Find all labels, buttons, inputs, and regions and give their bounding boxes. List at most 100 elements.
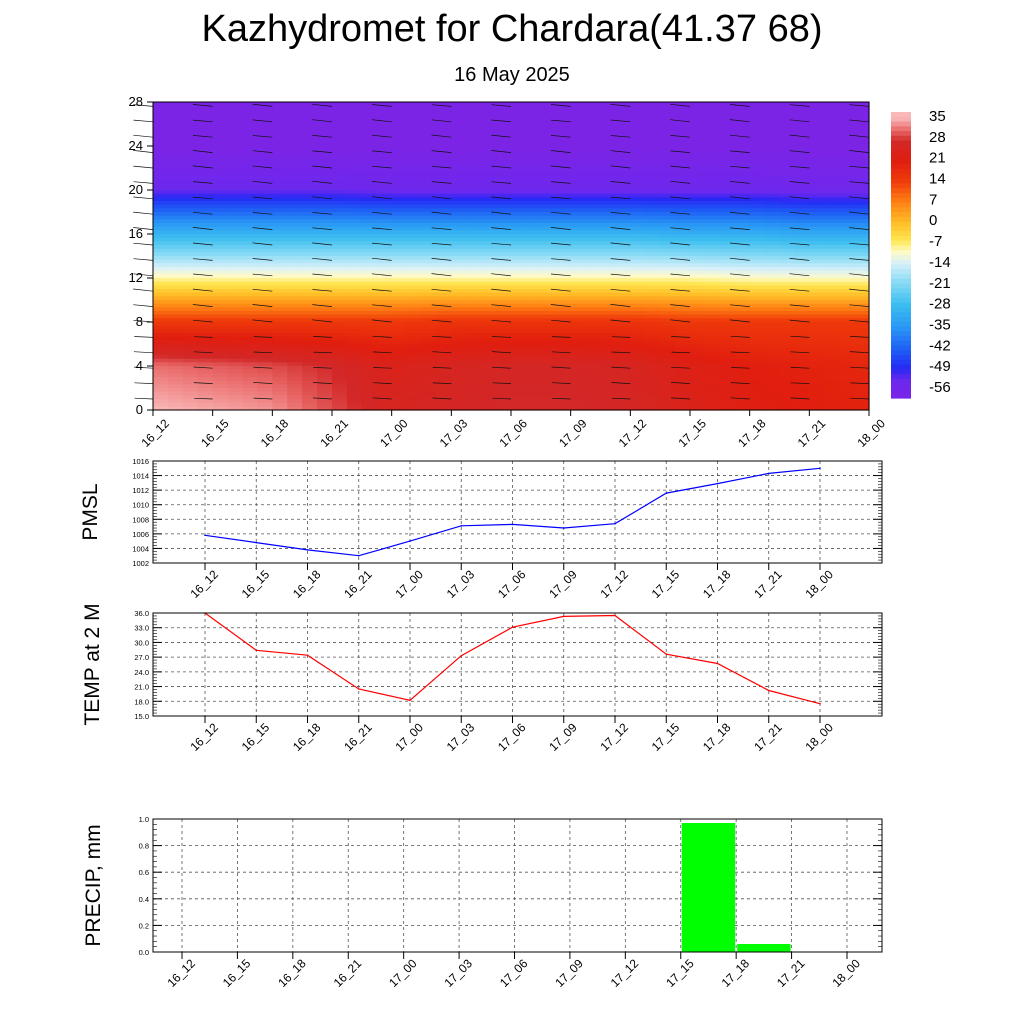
heatmap-cell bbox=[167, 325, 184, 330]
heatmap-cell bbox=[719, 124, 736, 129]
heatmap-cell bbox=[451, 182, 467, 187]
heatmap-cell bbox=[212, 256, 229, 261]
heatmap-cell bbox=[660, 215, 676, 220]
heatmap-cell bbox=[436, 402, 452, 407]
heatmap-cell bbox=[675, 406, 691, 411]
heatmap-cell bbox=[525, 212, 542, 217]
heatmap-cell bbox=[660, 164, 676, 169]
heatmap-cell bbox=[376, 278, 393, 283]
heatmap-cell bbox=[182, 399, 199, 404]
heatmap-cell bbox=[361, 296, 378, 301]
heatmap-cell bbox=[227, 138, 244, 143]
heatmap-cell bbox=[615, 399, 631, 404]
heatmap-cell bbox=[391, 226, 408, 231]
heatmap-cell bbox=[839, 395, 855, 400]
heatmap-cell bbox=[809, 362, 825, 367]
heatmap-cell bbox=[794, 333, 810, 338]
heatmap-cell bbox=[540, 105, 557, 110]
heatmap-cell bbox=[809, 160, 825, 165]
heatmap-cell bbox=[779, 274, 796, 279]
heatmap-cell bbox=[361, 223, 378, 228]
heatmap-cell bbox=[570, 245, 587, 250]
heatmap-cell bbox=[719, 402, 736, 407]
wind-barb bbox=[491, 288, 512, 292]
heatmap-cell bbox=[481, 395, 497, 400]
heatmap-cell bbox=[361, 259, 378, 264]
heatmap-cell bbox=[466, 175, 482, 180]
heatmap-cell bbox=[376, 171, 393, 176]
heatmap-cell bbox=[242, 402, 259, 407]
wind-barb bbox=[371, 319, 392, 323]
heatmap-cell bbox=[704, 340, 721, 345]
heatmap-cell bbox=[540, 358, 557, 363]
heatmap-cell bbox=[690, 131, 706, 136]
heatmap-cell bbox=[600, 402, 617, 407]
heatmap-cell bbox=[197, 234, 214, 239]
heatmap-cell bbox=[421, 311, 438, 316]
heatmap-cell bbox=[675, 109, 691, 114]
heatmap-cell bbox=[361, 245, 378, 250]
heatmap-cell bbox=[361, 164, 378, 169]
heatmap-cell bbox=[227, 369, 244, 374]
heatmap-cell bbox=[242, 105, 259, 110]
wind-barb bbox=[610, 196, 631, 200]
heatmap-cell bbox=[317, 259, 333, 264]
heatmap-cell bbox=[600, 380, 617, 385]
heatmap-cell bbox=[346, 226, 363, 231]
heatmap-cell bbox=[197, 113, 214, 118]
heatmap-cell bbox=[153, 105, 169, 110]
wind-barb bbox=[550, 227, 571, 230]
precip-x-tick-label: 17_06 bbox=[497, 956, 531, 990]
heatmap-cell bbox=[615, 395, 631, 400]
heatmap-cell bbox=[346, 190, 363, 195]
wind-barb bbox=[193, 366, 213, 369]
heatmap-cell bbox=[555, 355, 572, 360]
heatmap-cell bbox=[824, 179, 840, 184]
wind-barb bbox=[372, 397, 392, 400]
heatmap-cell bbox=[525, 380, 542, 385]
heatmap-cell bbox=[391, 322, 408, 327]
heatmap-cell bbox=[466, 366, 482, 371]
heatmap-cell bbox=[660, 281, 676, 286]
heatmap-cell bbox=[406, 380, 423, 385]
heatmap-cell bbox=[346, 307, 363, 312]
temp-point bbox=[665, 653, 668, 655]
heatmap-cell bbox=[525, 190, 542, 195]
heatmap-cell bbox=[242, 263, 259, 268]
heatmap-cell bbox=[734, 135, 751, 140]
heatmap-cell bbox=[839, 380, 855, 385]
heatmap-cell bbox=[675, 377, 691, 382]
heatmap-cell bbox=[630, 329, 646, 334]
heatmap-cell bbox=[555, 124, 572, 129]
heatmap-cell bbox=[391, 259, 408, 264]
heatmap-cell bbox=[167, 285, 184, 290]
heatmap-cell bbox=[630, 333, 646, 338]
heatmap-cell bbox=[466, 292, 482, 297]
heatmap-cell bbox=[212, 175, 229, 180]
heatmap-cell bbox=[242, 182, 259, 187]
heatmap-cell bbox=[167, 340, 184, 345]
heatmap-cell bbox=[406, 142, 423, 147]
heatmap-cell bbox=[406, 351, 423, 356]
heatmap-cell bbox=[451, 215, 467, 220]
heatmap-cell bbox=[570, 248, 587, 253]
heatmap-cell bbox=[212, 329, 229, 334]
heatmap-cell bbox=[570, 138, 587, 143]
heatmap-cell bbox=[779, 329, 796, 334]
heatmap-cell bbox=[525, 186, 542, 191]
heatmap-cell bbox=[153, 190, 169, 195]
heatmap-cell bbox=[153, 303, 169, 308]
heatmap-cell bbox=[451, 303, 467, 308]
heatmap-cell bbox=[197, 325, 214, 330]
heatmap-cell bbox=[317, 208, 333, 213]
heatmap-cell bbox=[167, 391, 184, 396]
heatmap-cell bbox=[302, 340, 318, 345]
heatmap-cell bbox=[645, 311, 661, 316]
heatmap-cell bbox=[361, 278, 378, 283]
heatmap-cell bbox=[197, 384, 214, 389]
heatmap-cell bbox=[630, 270, 646, 275]
heatmap-cell bbox=[570, 197, 587, 202]
heatmap-cell bbox=[406, 340, 423, 345]
heatmap-cell bbox=[227, 204, 244, 209]
heatmap-cell bbox=[332, 333, 348, 338]
